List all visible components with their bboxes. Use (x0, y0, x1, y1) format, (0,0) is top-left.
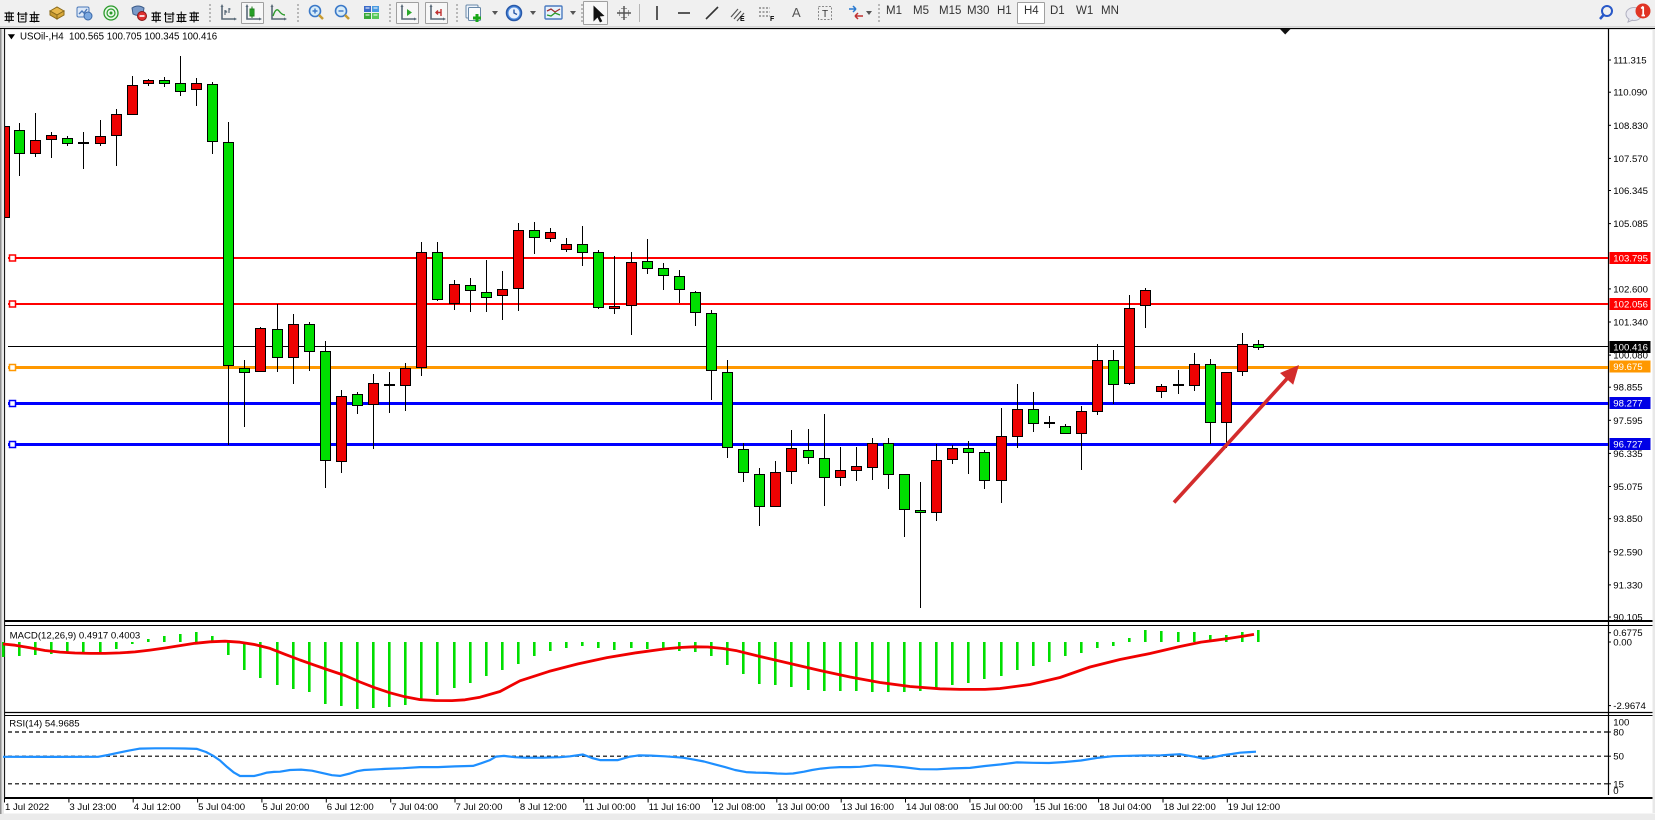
svg-text:98.277: 98.277 (1613, 399, 1642, 410)
svg-text:0: 0 (1613, 786, 1618, 797)
svg-text:12 Jul 08:00: 12 Jul 08:00 (713, 802, 765, 813)
svg-text:93.850: 93.850 (1613, 514, 1642, 525)
svg-text:7 Jul 04:00: 7 Jul 04:00 (391, 802, 438, 813)
svg-text:5 Jul 04:00: 5 Jul 04:00 (198, 802, 245, 813)
svg-text:19 Jul 12:00: 19 Jul 12:00 (1228, 802, 1280, 813)
svg-text:0.6775: 0.6775 (1613, 628, 1642, 639)
svg-text:USOil-,H4 100.565 100.705 100: USOil-,H4 100.565 100.705 100.345 100.41… (20, 32, 217, 43)
svg-text:106.345: 106.345 (1613, 186, 1648, 197)
svg-text:15: 15 (1613, 779, 1624, 790)
svg-text:98.855: 98.855 (1613, 383, 1642, 394)
svg-text:RSI(14) 54.9685: RSI(14) 54.9685 (9, 719, 79, 730)
svg-text:T: T (822, 9, 828, 20)
svg-text:107.570: 107.570 (1613, 154, 1648, 165)
svg-text:14 Jul 08:00: 14 Jul 08:00 (906, 802, 958, 813)
svg-text:91.330: 91.330 (1613, 580, 1642, 591)
svg-text:4 Jul 12:00: 4 Jul 12:00 (134, 802, 181, 813)
svg-text:5 Jul 20:00: 5 Jul 20:00 (262, 802, 309, 813)
svg-text:13 Jul 16:00: 13 Jul 16:00 (842, 802, 894, 813)
svg-text:1 Jul 2022: 1 Jul 2022 (5, 802, 49, 813)
svg-text:92.590: 92.590 (1613, 547, 1642, 558)
svg-text:0.00: 0.00 (1613, 638, 1632, 649)
svg-text:18 Jul 22:00: 18 Jul 22:00 (1164, 802, 1216, 813)
svg-text:11 Jul 00:00: 11 Jul 00:00 (584, 802, 636, 813)
svg-text:80: 80 (1613, 728, 1624, 739)
svg-text:110.090: 110.090 (1613, 88, 1647, 99)
svg-text:15 Jul 00:00: 15 Jul 00:00 (970, 802, 1022, 813)
svg-text:F: F (770, 16, 775, 23)
svg-text:18 Jul 04:00: 18 Jul 04:00 (1099, 802, 1151, 813)
svg-text:15 Jul 16:00: 15 Jul 16:00 (1035, 802, 1087, 813)
svg-text:100: 100 (1613, 717, 1629, 728)
svg-text:111.315: 111.315 (1613, 56, 1646, 67)
svg-text:7 Jul 20:00: 7 Jul 20:00 (456, 802, 503, 813)
svg-text:3 Jul 23:00: 3 Jul 23:00 (69, 802, 116, 813)
svg-text:90.105: 90.105 (1613, 613, 1642, 624)
svg-text:6 Jul 12:00: 6 Jul 12:00 (327, 802, 374, 813)
svg-text:101.340: 101.340 (1613, 318, 1648, 329)
svg-text:99.675: 99.675 (1613, 362, 1642, 373)
svg-text:105.085: 105.085 (1613, 219, 1648, 230)
svg-text:11 Jul 16:00: 11 Jul 16:00 (649, 802, 701, 813)
svg-text:96.335: 96.335 (1613, 449, 1642, 460)
svg-text:96.727: 96.727 (1613, 440, 1642, 451)
svg-text:97.595: 97.595 (1613, 416, 1642, 427)
svg-text:102.600: 102.600 (1613, 284, 1648, 295)
svg-text:MACD(12,26,9) 0.4917 0.4003: MACD(12,26,9) 0.4917 0.4003 (10, 630, 141, 641)
svg-text:50: 50 (1613, 752, 1624, 763)
svg-text:100.080: 100.080 (1613, 351, 1648, 362)
svg-text:-2.9674: -2.9674 (1613, 701, 1646, 712)
svg-text:100.416: 100.416 (1613, 343, 1648, 354)
svg-text:95.075: 95.075 (1613, 482, 1642, 493)
svg-text:13 Jul 00:00: 13 Jul 00:00 (777, 802, 829, 813)
svg-text:108.830: 108.830 (1613, 121, 1648, 132)
svg-text:102.056: 102.056 (1613, 300, 1648, 311)
svg-text:103.795: 103.795 (1613, 254, 1648, 265)
svg-text:8 Jul 12:00: 8 Jul 12:00 (520, 802, 567, 813)
svg-text:E: E (740, 16, 745, 23)
